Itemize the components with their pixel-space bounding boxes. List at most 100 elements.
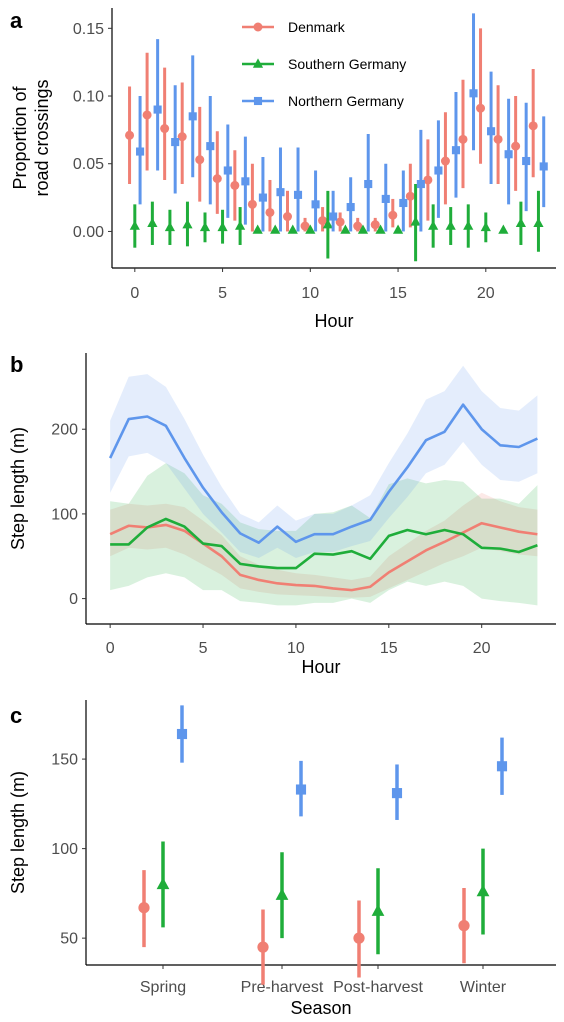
legend-marker (252, 58, 264, 68)
line-southern-germany (110, 517, 538, 570)
x-axis-title: Hour (314, 311, 353, 331)
data-point (469, 89, 478, 98)
data-point (182, 219, 193, 229)
data-point (136, 147, 145, 156)
data-point (504, 150, 513, 159)
data-point (476, 103, 486, 113)
data-point (522, 156, 531, 166)
data-point (188, 112, 197, 121)
data-point (416, 179, 425, 189)
x-tick-label: 20 (477, 285, 495, 302)
data-point (370, 220, 380, 230)
data-point (311, 200, 320, 209)
panel-a: 0.00 0.05 0.10 0.15 0 5 10 15 20 Hour Proportion o… (10, 8, 556, 331)
x-tick-label: 10 (301, 285, 319, 302)
data-point (265, 207, 275, 217)
y-tick-label: 50 (60, 931, 78, 948)
data-point (533, 217, 544, 228)
series-southern-germany (156, 841, 490, 955)
line-northern-germany (108, 403, 538, 545)
data-point (142, 110, 152, 120)
data-point (164, 221, 176, 232)
x-tick-label: 5 (218, 285, 227, 302)
data-point (428, 220, 439, 230)
data-point (252, 224, 263, 234)
x-tick-label: Post-harvest (333, 979, 423, 996)
y-tick-label: 150 (51, 752, 78, 769)
data-point (458, 919, 470, 932)
data-point (451, 146, 461, 155)
legend-label: Denmark (288, 19, 346, 35)
x-tick-label: 20 (473, 640, 491, 657)
series-northern-germany (176, 705, 508, 820)
data-point (223, 166, 232, 175)
data-point (305, 224, 316, 234)
data-point (230, 180, 240, 190)
data-point (353, 932, 365, 944)
x-tick-label: 0 (130, 285, 139, 302)
data-point (410, 216, 421, 226)
data-point (381, 194, 390, 203)
data-point (160, 124, 170, 134)
data-point (487, 127, 496, 136)
data-point (206, 142, 215, 151)
data-point (375, 224, 386, 234)
series-denmark (138, 870, 470, 985)
data-point (335, 217, 345, 227)
data-point (423, 175, 433, 185)
data-point (212, 174, 222, 184)
data-point (247, 199, 257, 209)
data-point (353, 221, 363, 231)
y-tick-label: 0.15 (73, 21, 104, 38)
x-tick-label: 15 (380, 640, 398, 657)
y-axis-title-line: Proportion of (10, 85, 30, 189)
legend-label: Northern Germany (288, 93, 404, 109)
data-point (392, 224, 404, 234)
y-tick-label: 100 (51, 506, 78, 523)
ribbons (110, 365, 538, 606)
data-point (364, 179, 373, 189)
x-axis-title: Season (290, 998, 351, 1018)
y-tick-label: 100 (51, 841, 78, 858)
legend-marker (253, 22, 263, 32)
data-point (329, 212, 338, 221)
y-axis-title: Step length (m) (8, 771, 28, 894)
data-point (275, 888, 289, 900)
data-point (322, 219, 333, 229)
x-axis-title: Hour (301, 657, 340, 677)
y-tick-label: 0.10 (73, 89, 104, 106)
data-point (515, 217, 527, 228)
data-point (235, 220, 246, 230)
y-tick-label: 200 (51, 422, 78, 439)
y-axis-title-line: road crossings (32, 79, 52, 196)
data-point (153, 105, 162, 114)
data-point (176, 728, 188, 740)
y-axis-title: Step length (m) (8, 427, 28, 550)
panel-letter: c (10, 703, 22, 728)
data-point (270, 224, 281, 234)
data-point (282, 212, 292, 222)
data-point (405, 191, 415, 201)
legend-marker (253, 96, 263, 106)
data-point (125, 130, 135, 140)
data-point (195, 155, 205, 165)
x-tick-label: Pre-harvest (241, 979, 324, 996)
data-point (371, 904, 385, 916)
data-point (318, 216, 328, 226)
data-point (199, 221, 211, 232)
y-tick-label: 0.00 (73, 224, 104, 241)
data-point (287, 224, 298, 234)
legend-label: Southern Germany (288, 56, 406, 72)
data-point (257, 941, 269, 953)
data-point (445, 220, 456, 230)
data-point (217, 221, 228, 232)
data-point (399, 198, 408, 208)
panel-c: 50 100 150 Spring Pre-harvest Post-harvest Win… (8, 700, 556, 1018)
data-point (511, 141, 521, 151)
x-tick-label: 10 (287, 640, 305, 657)
data-point (496, 761, 508, 772)
ribbon-northern-germany (110, 365, 538, 558)
x-tick-label: Winter (460, 979, 507, 996)
data-point (480, 221, 491, 232)
